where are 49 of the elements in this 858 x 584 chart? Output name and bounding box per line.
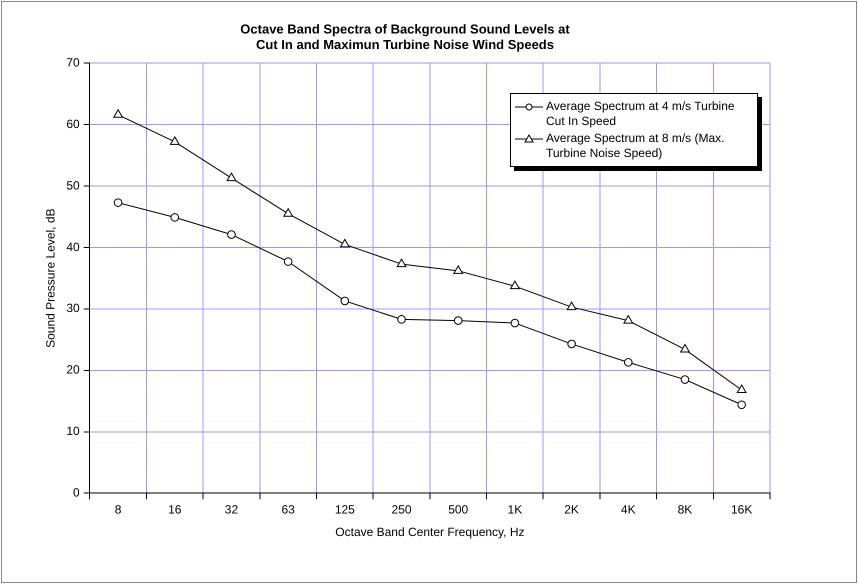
- point: [510, 318, 520, 328]
- x-tick-label: 16K: [730, 502, 752, 517]
- point: [624, 358, 633, 367]
- point: [114, 198, 122, 207]
- x-tick-label: 4K: [620, 502, 636, 517]
- y-tick-label: 70: [66, 56, 80, 70]
- point: [340, 238, 350, 248]
- point: [227, 230, 236, 239]
- point: [453, 265, 464, 274]
- x-tick-label: 250: [392, 502, 412, 517]
- legend-label: Average Spectrum at 4 m/s Turbine Cut In Speed: [546, 99, 736, 130]
- legend-label: Average Spectrum at 8 m/s (Max. Turbine Noise Speed): [546, 131, 726, 162]
- y-tick-label: 10: [66, 424, 80, 438]
- point: [736, 384, 746, 393]
- x-tick-label: 500: [448, 502, 469, 517]
- point: [113, 109, 123, 118]
- chart-title: Octave Band Spectra of Background Sound Levels at Cut In and Maximun Turbine Noise Wind Speeds: [240, 21, 570, 52]
- y-tick-label: 50: [66, 178, 80, 192]
- point: [396, 258, 406, 268]
- point: [623, 315, 634, 324]
- point: [454, 316, 463, 325]
- x-tick-label: 125: [334, 502, 356, 517]
- x-tick-label: 8: [114, 502, 122, 517]
- point: [510, 280, 520, 290]
- point: [737, 400, 746, 410]
- point: [566, 302, 576, 310]
- point: [680, 375, 690, 384]
- x-tick-label: 16: [168, 502, 182, 517]
- x-tick-label: 1K: [508, 502, 522, 517]
- y-tick-label: 0: [73, 486, 80, 500]
- y-axis-title: Sound Pressure Level, dB: [44, 208, 58, 348]
- point: [680, 344, 690, 352]
- point: [170, 213, 180, 222]
- x-axis-title: Octave Band Center Frequency, Hz: [335, 525, 524, 540]
- y-tick-label: 20: [66, 362, 80, 377]
- point: [340, 296, 350, 306]
- x-tick-label: 63: [281, 502, 296, 517]
- point: [283, 208, 293, 217]
- x-tick-label: 2K: [564, 502, 579, 517]
- y-tick-label: 40: [66, 240, 80, 254]
- point: [284, 257, 292, 266]
- point: [397, 315, 406, 324]
- y-tick-label: 60: [66, 116, 80, 131]
- point: [170, 136, 180, 145]
- point: [226, 172, 236, 182]
- x-tick-label: 32: [224, 502, 238, 517]
- y-tick-label: 30: [66, 301, 80, 316]
- x-tick-label: 8K: [678, 502, 692, 517]
- point: [567, 340, 576, 348]
